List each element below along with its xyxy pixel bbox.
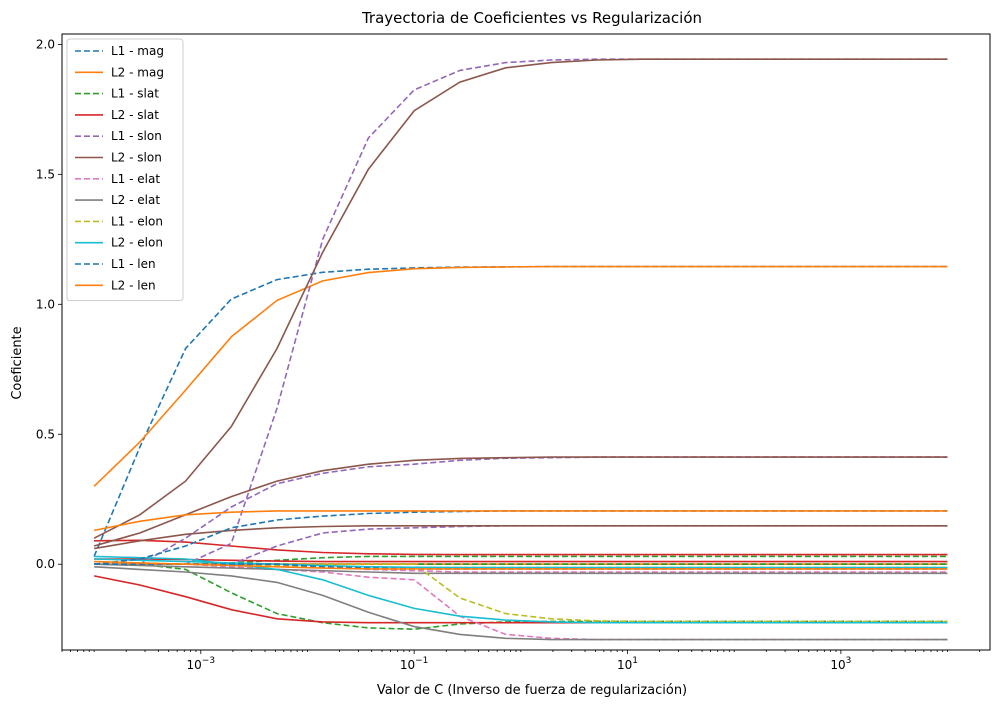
series-line-l2-len-1: [93, 510, 948, 532]
series-line-l2-slat-3: [94, 558, 948, 563]
y-tick-label: 0.5: [36, 427, 55, 441]
series-line-l2-slon-1: [93, 58, 948, 539]
legend: L1 - mag L2 - mag L1 - slat L2 - slat L1 - s…: [66, 38, 184, 302]
y-tick-label: 2.0: [36, 37, 55, 51]
legend-entry: L2 - mag: [111, 65, 164, 79]
y-axis-ticks: 0.0 0.5 1.0 1.5 2.0: [36, 37, 62, 571]
x-axis-label: Valor de C (Inverso de fuerza de regular…: [377, 683, 687, 698]
series-line-l2-len-2: [94, 560, 948, 570]
legend-box: [66, 38, 184, 302]
legend-entry: L2 - slon: [111, 151, 162, 165]
series-line-l2-slat-2: [94, 539, 948, 556]
legend-entry: L1 - len: [111, 257, 156, 271]
legend-entry: L1 - slon: [111, 129, 162, 143]
legend-entry: L2 - elat: [111, 193, 160, 207]
legend-entry: L1 - mag: [111, 44, 164, 58]
legend-entry: L2 - slat: [111, 108, 159, 122]
series-line-l2-mag-1: [93, 265, 948, 487]
y-tick-label: 1.0: [36, 297, 55, 311]
legend-entry: L1 - elon: [111, 214, 163, 228]
series-line-l2-slon-3: [93, 524, 948, 550]
x-tick-label: 10−1: [400, 656, 429, 672]
series-line-l2-elat-1: [94, 566, 948, 641]
series-line-l2-elat-2: [94, 563, 948, 575]
y-tick-label: 1.5: [36, 167, 55, 181]
y-tick-label: 0.0: [36, 557, 55, 571]
chart-title: Trayectoria de Coeficientes vs Regulariz…: [361, 9, 702, 27]
series-line-l1-slon-1: [94, 58, 948, 566]
x-axis-ticks: 10−3 10−1 101 103: [61, 650, 981, 672]
legend-entry: L2 - len: [111, 278, 156, 292]
legend-entry: L1 - elat: [111, 172, 160, 186]
x-tick-label: 101: [617, 656, 638, 672]
series-line-l2-slat-1: [93, 575, 948, 624]
y-axis-label: Coeficiente: [10, 326, 25, 399]
series-lines: [93, 58, 948, 641]
legend-entry: L2 - elon: [111, 236, 163, 250]
x-tick-label: 10−3: [187, 656, 216, 672]
series-line-l2-slon-2: [93, 456, 948, 547]
x-tick-label: 103: [830, 656, 851, 672]
series-line-l2-elon-2: [94, 558, 948, 569]
plot-area-frame: [61, 33, 991, 651]
legend-entry: L1 - slat: [111, 87, 159, 101]
